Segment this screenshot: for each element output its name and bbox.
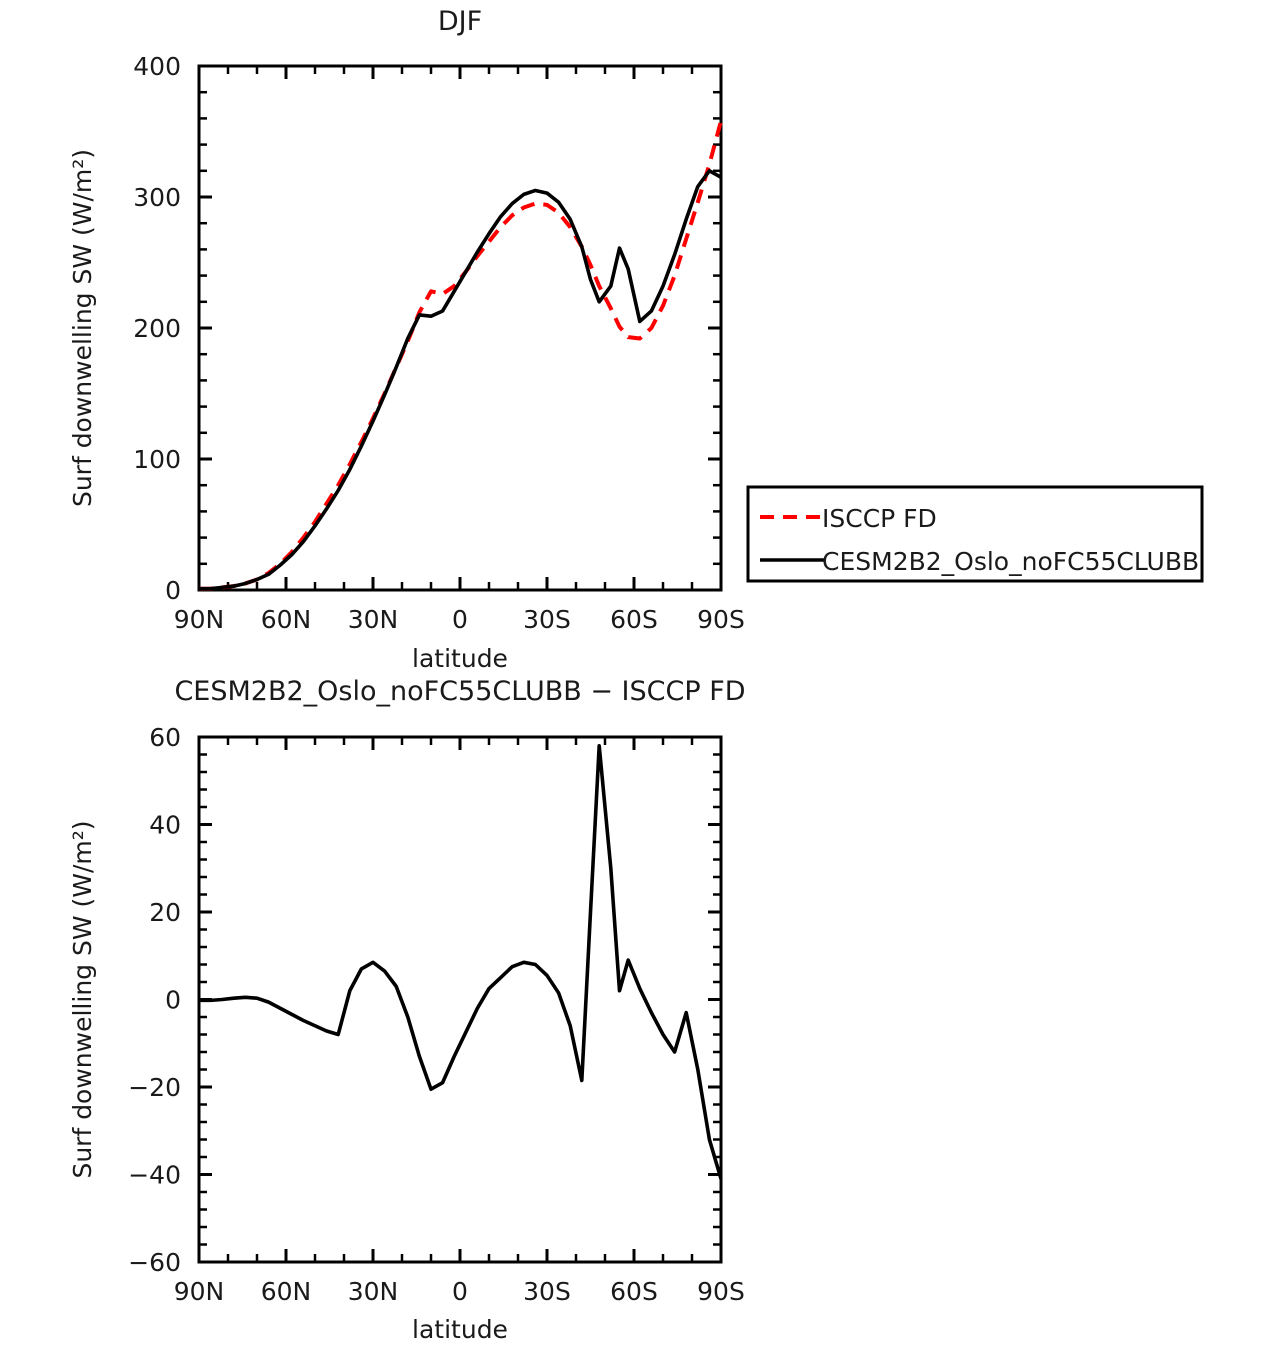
- y-tick-label: 400: [133, 52, 181, 81]
- x-tick-label: 30N: [348, 605, 399, 634]
- y-tick-label: 40: [149, 811, 181, 840]
- x-axis-title: latitude: [412, 1315, 508, 1344]
- x-tick-label: 30S: [523, 1277, 571, 1306]
- y-tick-label: 0: [165, 576, 181, 605]
- y-tick-label: −60: [128, 1248, 181, 1277]
- panel-title: DJF: [438, 6, 482, 37]
- x-tick-label: 60S: [610, 605, 658, 634]
- y-tick-label: 100: [133, 445, 181, 474]
- y-tick-label: 300: [133, 183, 181, 212]
- y-tick-label: 200: [133, 314, 181, 343]
- legend-label-1: ISCCP FD: [822, 504, 937, 533]
- x-tick-label: 0: [452, 1277, 468, 1306]
- x-tick-label: 30S: [523, 605, 571, 634]
- y-axis-title: Surf downwelling SW (W/m²): [68, 820, 97, 1178]
- y-tick-label: −20: [128, 1073, 181, 1102]
- bottom-panel: −60 −40 −20 0 20 40 60 90N 60N 30N 0 30S 60S 90S CESM2…: [68, 676, 746, 1344]
- x-tick-label: 90S: [697, 1277, 745, 1306]
- x-tick-label: 60N: [261, 605, 312, 634]
- x-tick-label: 90N: [174, 605, 225, 634]
- legend: ISCCP FD CESM2B2_Oslo_noFC55CLUBB: [746, 485, 1204, 583]
- x-tick-label: 90S: [697, 605, 745, 634]
- y-tick-label: 20: [149, 898, 181, 927]
- data-line-2: [199, 169, 722, 591]
- legend-label-2: CESM2B2_Oslo_noFC55CLUBB: [822, 547, 1199, 576]
- x-tick-label: 60S: [610, 1277, 658, 1306]
- x-tick-label: 90N: [174, 1277, 225, 1306]
- y-tick-label: 60: [149, 723, 181, 752]
- y-axis-title: Surf downwelling SW (W/m²): [68, 149, 97, 507]
- x-tick-label: 60N: [261, 1277, 312, 1306]
- legend-box: [746, 485, 1204, 583]
- data-line-1: [199, 743, 723, 1180]
- x-tick-label: 30N: [348, 1277, 399, 1306]
- top-panel: 0 100 200 300 400 90N 60N 30N 0 30S 60S 90S DJF latit…: [68, 6, 745, 673]
- x-tick-label: 0: [452, 605, 468, 634]
- panel-title: CESM2B2_Oslo_noFC55CLUBB − ISCCP FD: [174, 676, 745, 707]
- x-axis-title: latitude: [412, 644, 508, 673]
- y-tick-label: −40: [128, 1161, 181, 1190]
- y-tick-label: 0: [165, 986, 181, 1015]
